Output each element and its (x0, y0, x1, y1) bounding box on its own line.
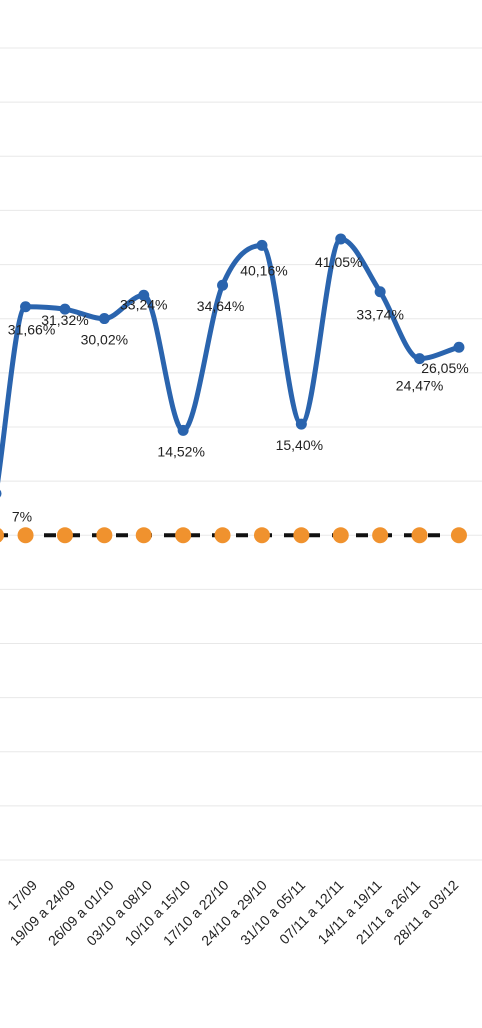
data-point (374, 286, 386, 298)
data-point (177, 424, 189, 436)
data-label: 33,24% (120, 296, 167, 312)
data-label: 40,16% (240, 262, 287, 278)
data-point (414, 353, 426, 365)
reference-point (450, 527, 467, 544)
reference-point (175, 527, 192, 544)
reference-point (214, 527, 231, 544)
data-point (98, 313, 110, 325)
reference-point (411, 527, 428, 544)
data-point (256, 239, 268, 251)
gridlines (0, 47, 482, 861)
series-line (0, 236, 462, 484)
data-label: 31,66% (8, 322, 55, 338)
reference-point (332, 527, 349, 544)
data-label: 30,02% (81, 332, 128, 348)
reference-point (253, 527, 270, 544)
data-label: 34,64% (197, 298, 244, 314)
data-point (138, 289, 150, 301)
reference-point (0, 528, 4, 543)
data-label: 7% (12, 509, 32, 525)
data-point (0, 489, 2, 498)
data-point (59, 303, 71, 315)
reference-point (372, 527, 389, 544)
data-point (335, 233, 347, 245)
data-labels: 7% 31,66%31,32% 30,02% 33,24% 14,52% 34,64% 40… (8, 254, 469, 525)
data-label: 14,52% (157, 443, 204, 459)
percentage-series (0, 233, 465, 498)
reference-point (293, 527, 310, 544)
data-label: 15,40% (276, 437, 323, 453)
reference-series (0, 527, 467, 544)
data-point (217, 279, 229, 291)
data-label: 31,32% (41, 312, 88, 328)
x-tick-label: 17/09 (4, 877, 40, 913)
data-label: 33,74% (356, 307, 403, 323)
reference-point (96, 527, 113, 544)
reference-point (56, 527, 73, 544)
data-label: 41,05% (315, 254, 362, 270)
data-point (453, 341, 465, 353)
data-point (20, 301, 32, 313)
data-label: 24,47% (396, 378, 443, 394)
data-point (295, 418, 307, 430)
reference-point (135, 527, 152, 544)
data-label: 26,05% (421, 360, 468, 376)
reference-point (17, 527, 34, 544)
